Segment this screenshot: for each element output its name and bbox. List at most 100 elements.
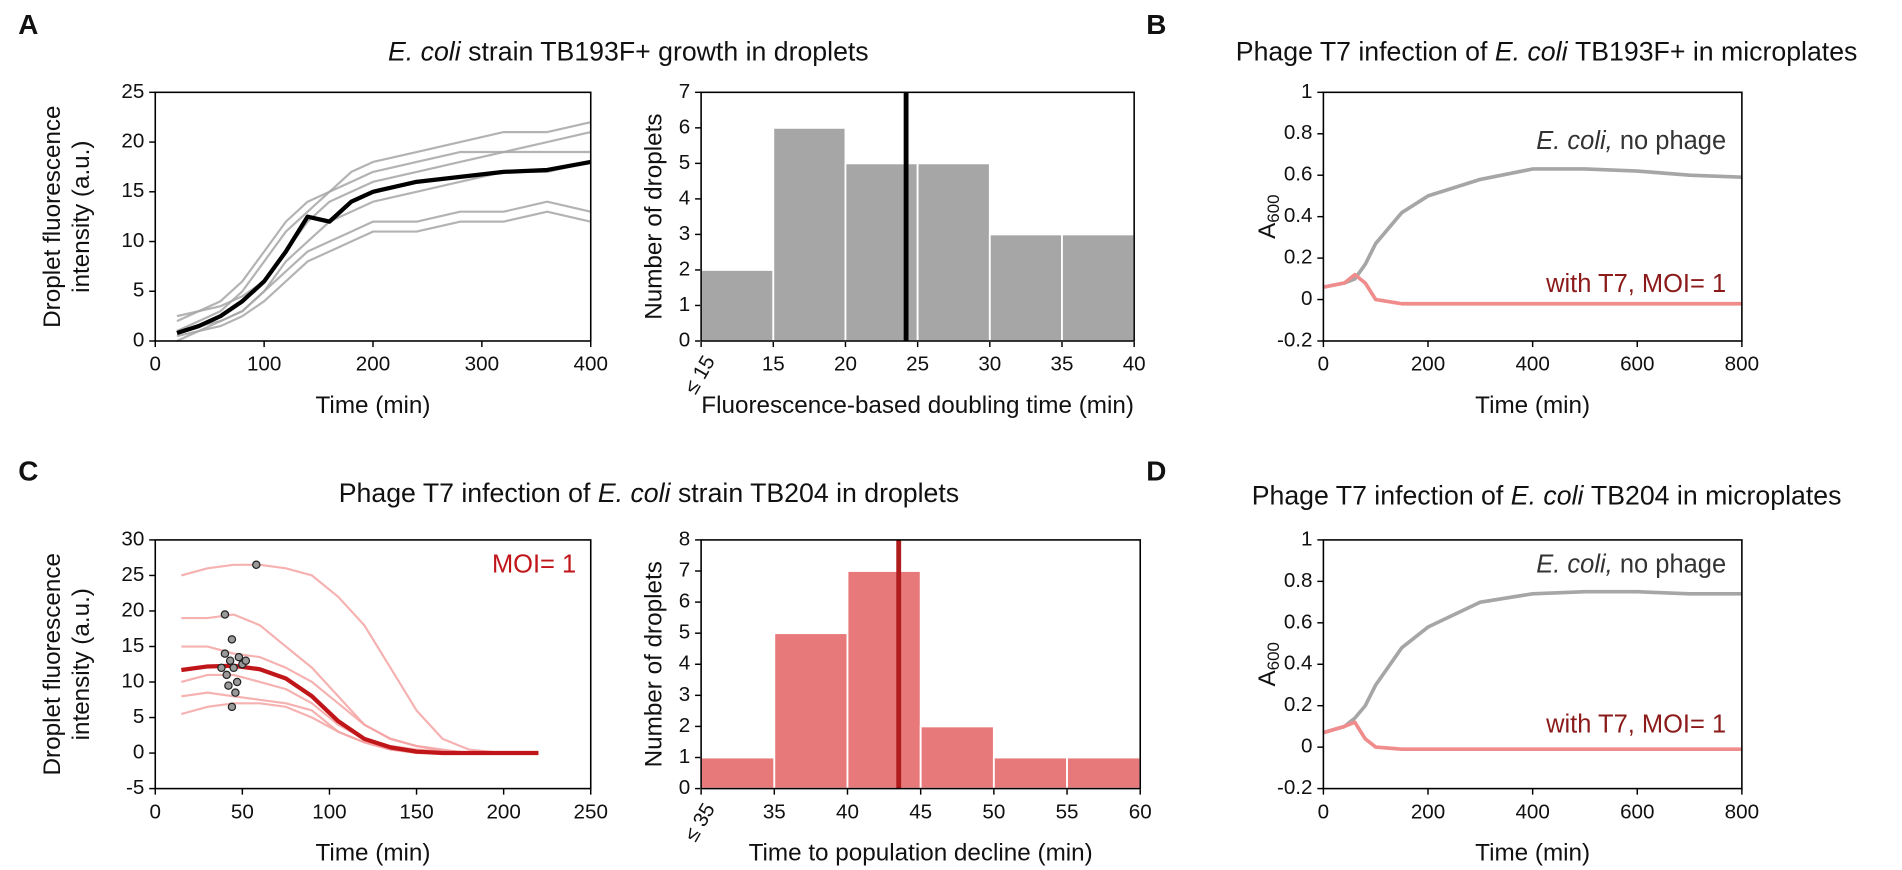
y-tick-label: 15 xyxy=(121,634,144,657)
x-tick-label: ≤ 35 xyxy=(680,799,720,845)
series-line xyxy=(176,131,591,333)
y-axis-label-main: A xyxy=(1254,670,1281,687)
chart-title-part: Phage T7 infection of xyxy=(339,478,591,508)
y-tick-label: 0.6 xyxy=(1284,163,1313,186)
y-tick-label: 30 xyxy=(121,527,144,550)
bar xyxy=(916,162,991,342)
annotation-part: no phage xyxy=(1620,550,1726,578)
x-tick-label: 40 xyxy=(1123,353,1146,376)
y-tick-label: 20 xyxy=(121,598,144,621)
bar xyxy=(700,269,775,342)
chart-title-part: strain TB204 in droplets xyxy=(678,478,959,508)
x-tick-label: 600 xyxy=(1620,800,1654,823)
series-line xyxy=(181,702,539,755)
chart-title-part: strain TB193F+ growth in droplets xyxy=(468,37,869,67)
x-axis-label: Time (min) xyxy=(1475,392,1590,419)
series-line xyxy=(176,159,592,336)
x-tick-label: 35 xyxy=(763,800,786,823)
x-tick-label: 15 xyxy=(762,353,785,376)
x-tick-label: 20 xyxy=(834,353,857,376)
annotation-part: E. coli, xyxy=(1536,550,1612,578)
x-tick-label: 200 xyxy=(486,800,520,823)
annotation: E. coli, no phage xyxy=(1536,127,1726,155)
y-axis-label: Number of droplets xyxy=(640,114,667,320)
series-line xyxy=(181,563,539,755)
annotation-part: MOI= 1 xyxy=(492,550,576,578)
x-tick-label: 200 xyxy=(1411,353,1445,376)
plot-frame xyxy=(700,539,1142,790)
x-tick-label: 25 xyxy=(906,353,929,376)
y-tick-label: 5 xyxy=(679,151,690,174)
y-axis-label: intensity (a.u.) xyxy=(68,141,95,293)
scatter-point xyxy=(229,663,238,673)
y-tick-label: 1 xyxy=(679,745,690,768)
x-tick-label: 250 xyxy=(574,800,608,823)
x-tick-label: 800 xyxy=(1725,353,1759,376)
y-axis-label: A600 xyxy=(1254,642,1283,686)
x-tick-label: 60 xyxy=(1129,800,1152,823)
y-tick-label: 15 xyxy=(121,179,144,202)
y-tick-label: 5 xyxy=(133,279,144,302)
bar xyxy=(992,756,1068,790)
y-tick-label: 0.4 xyxy=(1284,204,1313,227)
plot-frame xyxy=(1322,539,1743,790)
y-tick-label: 7 xyxy=(679,558,690,581)
y-tick-label: 0 xyxy=(679,776,690,799)
y-tick-label: 3 xyxy=(679,683,690,706)
y-tick-label: 0.4 xyxy=(1284,652,1313,675)
panel-label: C xyxy=(18,456,38,487)
y-tick-label: 25 xyxy=(121,563,144,586)
x-tick-label: ≤ 15 xyxy=(680,352,720,398)
x-axis-label: Time (min) xyxy=(1475,840,1590,867)
series-line xyxy=(181,663,539,756)
y-tick-label: 0.2 xyxy=(1284,693,1313,716)
scatter-point xyxy=(227,702,237,712)
x-tick-label: 100 xyxy=(247,353,281,376)
y-axis-label: intensity (a.u.) xyxy=(68,588,95,740)
scatter-point xyxy=(222,670,231,680)
scatter-point xyxy=(234,652,244,662)
scatter-point xyxy=(227,635,237,644)
chart-title: E. coli strain TB193F+ growth in droplets xyxy=(388,37,869,67)
x-tick-label: 0 xyxy=(150,800,161,823)
series-line xyxy=(1323,167,1742,289)
y-tick-label: 0 xyxy=(1301,287,1312,310)
y-tick-label: 4 xyxy=(679,652,690,675)
bar xyxy=(1061,233,1136,342)
annotation: MOI= 1 xyxy=(492,550,576,578)
bar xyxy=(773,632,849,790)
x-tick-label: 600 xyxy=(1620,353,1654,376)
chart-title-part: TB193F+ in microplates xyxy=(1575,37,1857,67)
x-tick-label: 100 xyxy=(312,800,346,823)
x-tick-label: 300 xyxy=(465,353,499,376)
scatter-point xyxy=(220,649,230,658)
x-tick-label: 0 xyxy=(150,353,161,376)
series-line xyxy=(176,210,591,342)
panel-label: B xyxy=(1146,9,1166,40)
y-tick-label: 2 xyxy=(679,257,690,280)
x-tick-label: 0 xyxy=(1318,800,1329,823)
plot-frame xyxy=(700,91,1135,342)
bar xyxy=(700,756,776,790)
y-axis-label-sub: 600 xyxy=(1264,194,1283,222)
x-tick-label: 400 xyxy=(1515,353,1549,376)
x-tick-label: 50 xyxy=(982,800,1005,823)
y-axis-label-main: A xyxy=(1254,222,1281,239)
scatter-point xyxy=(241,656,251,665)
x-tick-label: 55 xyxy=(1056,800,1079,823)
bar xyxy=(988,233,1063,342)
y-tick-label: 2 xyxy=(679,714,690,737)
y-tick-label: 0 xyxy=(133,741,144,764)
series-line xyxy=(176,200,591,333)
y-tick-label: 0.2 xyxy=(1284,246,1313,269)
y-tick-label: 0 xyxy=(1301,735,1312,758)
y-axis-label: Droplet fluorescence xyxy=(39,553,66,775)
scatter-point xyxy=(231,688,240,697)
x-tick-label: 800 xyxy=(1725,800,1759,823)
x-tick-label: 35 xyxy=(1051,353,1074,376)
y-tick-label: 0 xyxy=(679,328,690,351)
y-axis-label: Number of droplets xyxy=(640,561,667,767)
x-tick-label: 400 xyxy=(574,353,608,376)
chart-title-part: E. coli xyxy=(1495,37,1569,67)
